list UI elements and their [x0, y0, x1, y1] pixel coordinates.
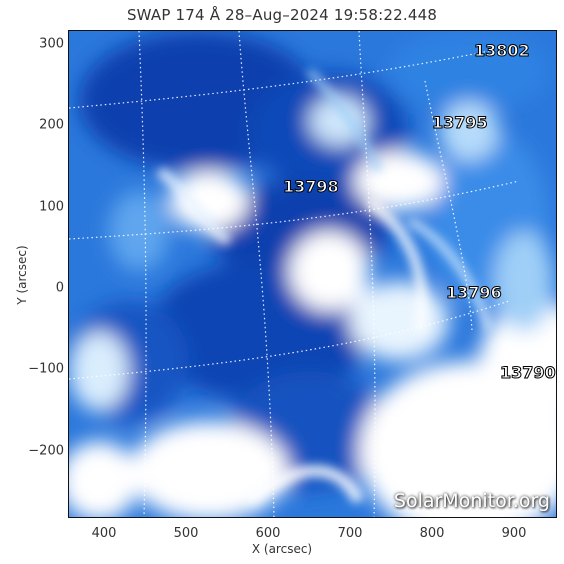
x-tick-label: 700 — [337, 526, 363, 541]
x-tick-label: 900 — [501, 526, 527, 541]
y-axis-label: Y (arcsec) — [15, 245, 29, 305]
x-axis-label: X (arcsec) — [251, 542, 313, 556]
active-region-label: 13796 — [446, 283, 503, 303]
euv-image — [69, 31, 556, 517]
active-region-label: 13802 — [474, 41, 531, 61]
y-tick-label: 200 — [39, 117, 64, 133]
y-tick-label: 0 — [55, 280, 64, 296]
active-region-label: 13798 — [283, 177, 340, 197]
x-tick-label: 400 — [91, 526, 117, 541]
active-region-label: 13795 — [432, 113, 489, 133]
solar-image-panel — [68, 30, 557, 518]
x-tick-label: 600 — [255, 526, 281, 541]
y-tick-label: −100 — [28, 361, 64, 377]
active-region-label: 13790 — [500, 363, 557, 383]
watermark-text: SolarMonitor.org — [393, 490, 550, 512]
y-tick-label: −200 — [28, 443, 64, 459]
y-tick-label: 300 — [39, 36, 64, 52]
y-tick-label: 100 — [39, 199, 64, 215]
image-title: SWAP 174 Å 28–Aug–2024 19:58:22.448 — [126, 6, 438, 24]
x-tick-label: 800 — [419, 526, 445, 541]
x-tick-label: 500 — [173, 526, 199, 541]
